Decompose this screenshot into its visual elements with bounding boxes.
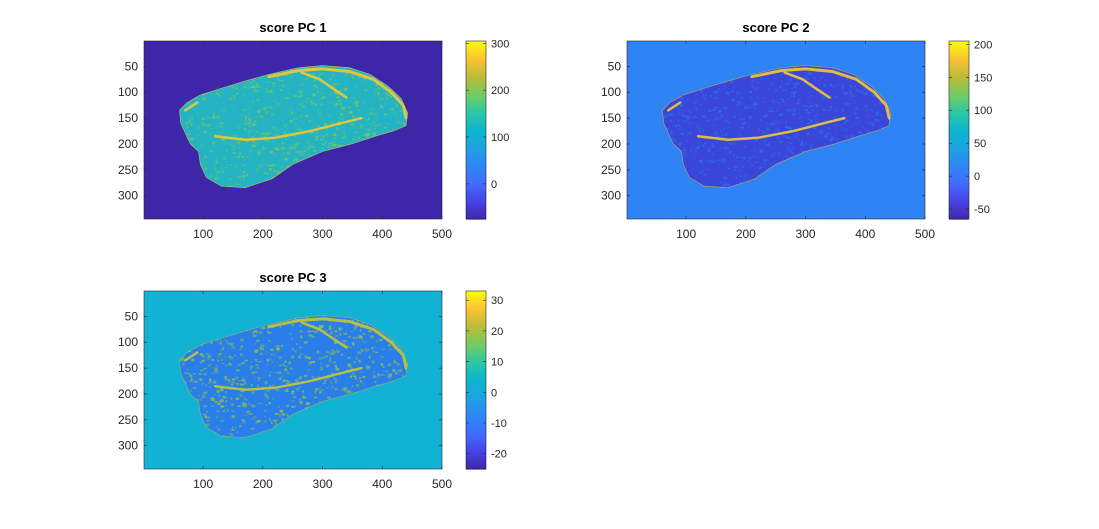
x-tick-label: 500 [915,227,935,241]
colorbar-tick-label: -50 [974,204,990,216]
axes-box [143,40,443,220]
y-tick-label: 300 [118,189,138,203]
y-tick-label: 250 [118,163,138,177]
colorbar-tick-label: 0 [974,171,980,183]
x-tick-label: 300 [313,477,333,491]
y-tick-label: 100 [118,335,138,349]
x-tick-label: 500 [432,477,452,491]
y-tick-label: 300 [118,439,138,453]
y-tick-label: 200 [601,137,621,151]
colorbar-tick-label: -20 [491,449,507,461]
x-tick-label: 400 [372,227,392,241]
x-tick-label: 100 [193,227,213,241]
colorbar-tick-label: 300 [491,38,509,50]
colorbar-tick-label: 20 [491,326,503,338]
x-tick-label: 400 [372,477,392,491]
colorbar-tick-label: 10 [491,357,503,369]
y-tick-label: 150 [118,361,138,375]
subplot-1: 100 200 300 400 500 50 100 150 200 250 300 score PC… [118,20,509,241]
plot-title: score PC 2 [742,20,809,35]
y-tick-label: 50 [608,59,622,73]
colorbar-tick-label: 50 [974,138,986,150]
axes-box [626,40,926,220]
colorbar-tick-label: 200 [491,85,509,97]
x-tick-label: 500 [432,227,452,241]
x-tick-label: 200 [253,477,273,491]
y-tick-label: 200 [118,137,138,151]
y-tick-label: 50 [125,59,139,73]
x-tick-label: 100 [193,477,213,491]
colorbar-tick-label: 30 [491,295,503,307]
x-tick-label: 300 [313,227,333,241]
colorbar-tick-label: 100 [491,132,509,144]
axes-box [143,290,443,470]
colorbar-tick-label: 200 [974,39,992,51]
x-tick-label: 400 [855,227,875,241]
colorbar-tick-label: 0 [491,179,497,191]
x-tick-label: 300 [796,227,816,241]
y-tick-label: 300 [601,189,621,203]
y-tick-label: 200 [118,387,138,401]
y-tick-label: 150 [118,111,138,125]
y-tick-label: 250 [601,163,621,177]
y-tick-label: 100 [118,85,138,99]
colorbar: 0 100 200 300 [465,38,509,220]
colorbar-tick-label: -10 [491,418,507,430]
colorbar: -50 0 50 100 150 200 [948,39,992,220]
x-tick-label: 200 [736,227,756,241]
colorbar-tick-label: 100 [974,105,992,117]
plot-title: score PC 1 [259,20,326,35]
x-tick-label: 200 [253,227,273,241]
y-tick-label: 250 [118,413,138,427]
y-tick-label: 100 [601,85,621,99]
plot-title: score PC 3 [259,270,326,285]
y-tick-label: 50 [125,309,139,323]
colorbar-tick-label: 150 [974,72,992,84]
x-tick-label: 100 [676,227,696,241]
colorbar: -20 -10 0 10 20 30 [465,290,507,470]
y-tick-label: 150 [601,111,621,125]
colorbar-tick-label: 0 [491,387,497,399]
